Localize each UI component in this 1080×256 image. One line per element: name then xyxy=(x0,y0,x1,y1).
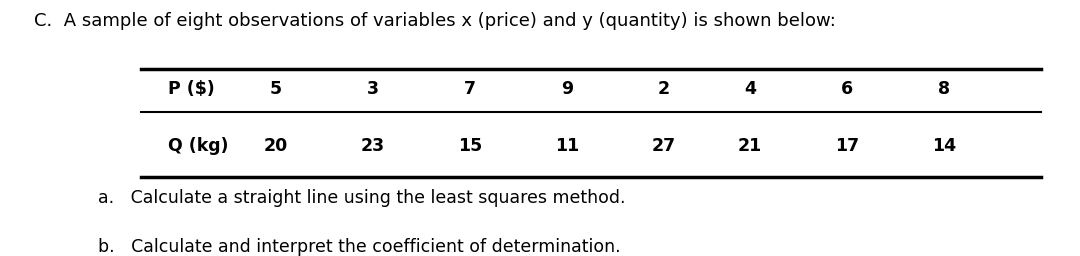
Text: 9: 9 xyxy=(561,80,573,98)
Text: 11: 11 xyxy=(555,137,579,155)
Text: 21: 21 xyxy=(738,137,762,155)
Text: 3: 3 xyxy=(367,80,379,98)
Text: 4: 4 xyxy=(744,80,756,98)
Text: 8: 8 xyxy=(937,80,950,98)
Text: 17: 17 xyxy=(835,137,859,155)
Text: 15: 15 xyxy=(458,137,482,155)
Text: 14: 14 xyxy=(932,137,956,155)
Text: 6: 6 xyxy=(841,80,853,98)
Text: Q (kg): Q (kg) xyxy=(168,137,229,155)
Text: C.  A sample of eight observations of variables x (price) and y (quantity) is sh: C. A sample of eight observations of var… xyxy=(33,12,836,30)
Text: 7: 7 xyxy=(464,80,476,98)
Text: b.   Calculate and interpret the coefficient of determination.: b. Calculate and interpret the coefficie… xyxy=(98,238,621,256)
Text: 20: 20 xyxy=(264,137,288,155)
Text: P ($): P ($) xyxy=(168,80,215,98)
Text: a.   Calculate a straight line using the least squares method.: a. Calculate a straight line using the l… xyxy=(98,189,625,207)
Text: 23: 23 xyxy=(361,137,386,155)
Text: 2: 2 xyxy=(658,80,670,98)
Text: 27: 27 xyxy=(652,137,676,155)
Text: 5: 5 xyxy=(270,80,282,98)
